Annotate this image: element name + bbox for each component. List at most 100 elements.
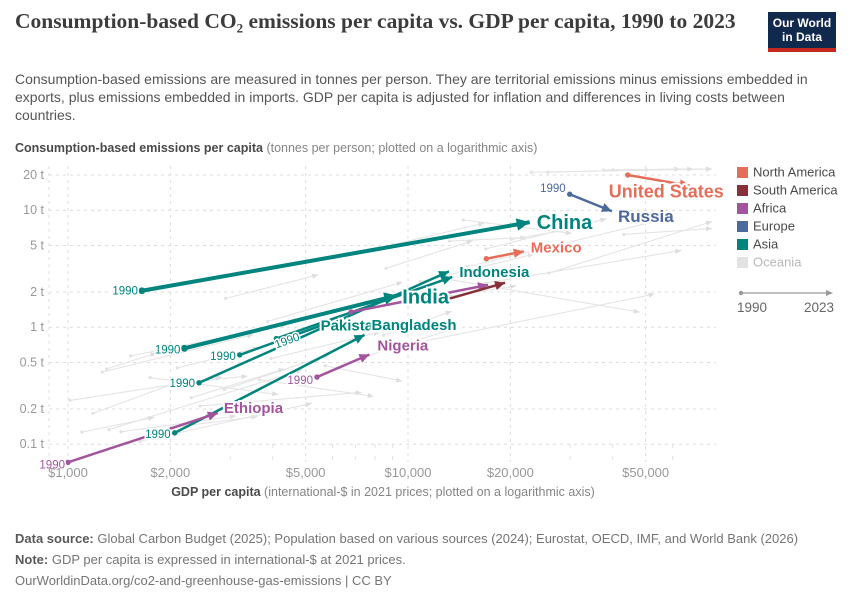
background-arrow-start-dot	[447, 239, 452, 243]
background-arrowhead-icon	[229, 414, 237, 420]
start-dot-1990	[348, 309, 354, 315]
trajectory-line	[439, 281, 506, 303]
x-axis-title: GDP per capita (international-$ in 2021 …	[171, 485, 595, 499]
background-arrow-start-dot	[80, 430, 84, 434]
y-tick-label: 2 t	[30, 285, 44, 299]
background-arrowhead-icon	[705, 226, 712, 232]
background-arrow	[385, 240, 473, 269]
background-arrowhead-icon	[565, 230, 572, 236]
y-tick-label: 0.2 t	[20, 402, 45, 416]
end-arrowhead-icon	[441, 275, 453, 285]
background-arrowhead-icon	[277, 368, 285, 374]
legend-label: Africa	[753, 201, 787, 216]
series-asia-unlabeled[interactable]	[196, 270, 450, 386]
legend-swatch-icon	[737, 221, 748, 232]
end-arrowhead-icon	[206, 411, 218, 421]
year-label-nigeria: 1990	[287, 375, 313, 387]
year-label-asia-unlabeled: 1990	[170, 378, 196, 390]
background-arrow-start-dot	[222, 388, 226, 392]
background-arrowhead-icon	[246, 333, 254, 339]
owid-logo-line1: Our World	[772, 15, 832, 30]
country-label-indonesia[interactable]: Indonesia	[457, 262, 532, 283]
gridlines	[48, 166, 716, 462]
country-label-ethiopia[interactable]: Ethiopia	[222, 398, 286, 419]
background-arrow	[356, 327, 455, 361]
background-arrow	[383, 310, 452, 336]
year-label-india: 1990	[155, 344, 181, 356]
background-arrow	[102, 334, 254, 373]
series-south-america-unlabeled[interactable]	[437, 280, 506, 305]
background-arrow	[191, 368, 285, 399]
background-arrowhead-icon	[215, 375, 223, 381]
background-arrow	[267, 281, 403, 322]
country-label-russia[interactable]: Russia	[616, 205, 676, 228]
background-arrow	[613, 168, 694, 171]
legend-label: Asia	[753, 237, 779, 252]
background-arrow-start-dot	[189, 396, 193, 400]
series-russia[interactable]	[567, 191, 613, 213]
legend-item-europe[interactable]: Europe	[737, 219, 795, 234]
country-label-mexico[interactable]: Mexico	[529, 237, 584, 258]
legend-label: North America	[753, 165, 836, 180]
series-mexico[interactable]	[483, 248, 524, 262]
background-arrow-start-dot	[107, 428, 111, 432]
legend-swatch-icon	[737, 185, 748, 196]
start-dot-1990	[138, 287, 146, 295]
legend-item-south-america[interactable]: South America	[737, 183, 838, 198]
note-label: Note:	[15, 552, 49, 568]
legend-item-asia[interactable]: Asia	[737, 237, 779, 252]
background-arrowhead-icon	[445, 310, 452, 316]
background-arrowhead-icon	[687, 166, 694, 172]
chart-subtitle: Consumption-based emissions are measured…	[15, 71, 808, 124]
legend-item-africa[interactable]: Africa	[737, 201, 787, 216]
chart-footer: Data source: Global Carbon Budget (2025)…	[15, 528, 835, 592]
start-dot-1990	[181, 344, 188, 352]
country-label-china[interactable]: China	[535, 210, 595, 236]
country-label-pakistan[interactable]: Pakistan	[319, 315, 385, 336]
timeline-start-dot	[738, 290, 744, 296]
background-arrow-start-dot	[68, 398, 72, 403]
background-arrow-start-dot	[414, 341, 418, 345]
end-arrowhead-icon	[358, 354, 370, 363]
series-china[interactable]	[138, 218, 531, 295]
series-indonesia[interactable]	[273, 275, 453, 342]
background-arrowhead-icon	[447, 327, 455, 333]
series-nigeria[interactable]	[314, 353, 370, 380]
legend-label: Oceania	[753, 255, 802, 270]
background-arrowhead-icon	[395, 377, 403, 383]
background-arrow	[623, 227, 713, 236]
data-source-line: Data source: Global Carbon Budget (2025)…	[15, 528, 835, 549]
end-arrowhead-icon	[437, 271, 449, 280]
background-arrow-start-dot	[448, 294, 452, 298]
background-arrow	[415, 293, 655, 344]
note-text: GDP per capita is expressed in internati…	[48, 552, 406, 568]
background-arrow-start-dot	[611, 168, 615, 172]
background-arrowhead-icon	[648, 292, 655, 298]
legend-item-oceania[interactable]: Oceania	[737, 255, 802, 270]
background-arrow	[69, 376, 223, 401]
legend-item-north-america[interactable]: North America	[737, 165, 836, 180]
background-arrowhead-icon	[373, 331, 380, 337]
owid-logo[interactable]: Our World in Data	[768, 12, 836, 52]
country-label-bangladesh[interactable]: Bangladesh	[370, 315, 459, 336]
citation-url[interactable]: OurWorldinData.org/co2-and-greenhouse-ga…	[15, 573, 392, 589]
year-label-russia: 1990	[540, 183, 566, 195]
background-arrow-start-dot	[384, 266, 388, 270]
data-source-text: Global Carbon Budget (2025); Population …	[93, 531, 799, 546]
background-arrowhead-icon	[311, 273, 319, 279]
country-label-india[interactable]: India	[400, 284, 452, 310]
series-bangladesh[interactable]	[172, 333, 366, 436]
series-united-states[interactable]	[625, 172, 690, 189]
background-arrowhead-icon	[355, 390, 362, 396]
background-arrow-start-dot	[224, 296, 228, 300]
series-ethiopia[interactable]	[65, 411, 219, 466]
timeline-legend: 1990 2023	[737, 290, 834, 315]
background-arrow	[467, 215, 676, 268]
legend-swatch-icon	[737, 239, 748, 250]
country-label-nigeria[interactable]: Nigeria	[375, 335, 431, 356]
country-label-united-states[interactable]: United States	[607, 180, 726, 204]
trajectory-line	[183, 293, 398, 351]
y-tick-label: 20 t	[23, 168, 44, 182]
